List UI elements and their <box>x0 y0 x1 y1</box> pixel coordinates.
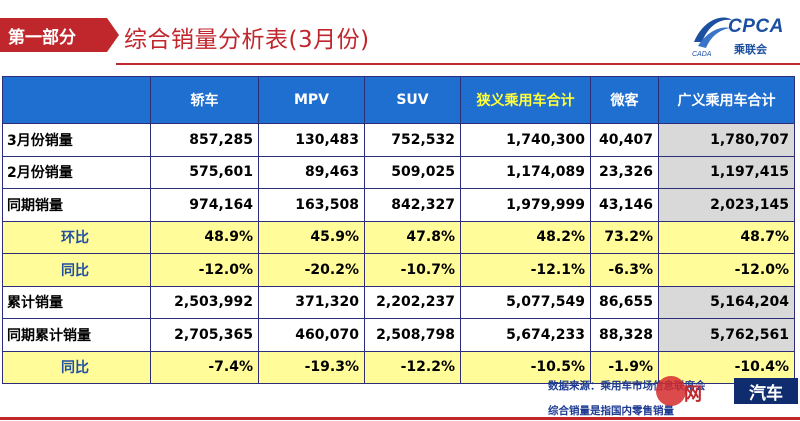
row-label: 2月份销量 <box>2 155 151 189</box>
table-cell: 73.2% <box>590 220 659 254</box>
table-cell: -20.2% <box>258 253 365 287</box>
row-label: 累计销量 <box>2 285 151 319</box>
column-header: 轿车 <box>150 76 259 124</box>
scope-note: 综合销量是指国内零售销量 <box>548 405 674 417</box>
row-label: 同期销量 <box>2 188 151 222</box>
table-cell: 48.2% <box>460 220 591 254</box>
table-cell: -10.4% <box>658 350 795 384</box>
table-cell: -7.4% <box>150 350 259 384</box>
footer-divider <box>0 417 800 420</box>
table-cell: -10.5% <box>460 350 591 384</box>
column-header: 狭义乘用车合计 <box>460 76 591 124</box>
watermark-logo: 网 汽车 <box>656 376 800 408</box>
table-row: 同期累计销量 2,705,365 460,070 2,508,798 5,674… <box>2 318 795 352</box>
table-cell: -12.0% <box>150 253 259 287</box>
table-cell: 45.9% <box>258 220 365 254</box>
table-cell: 1,780,707 <box>658 123 795 157</box>
table-row: 2月份销量 575,601 89,463 509,025 1,174,089 2… <box>2 155 795 189</box>
table-cell: 1,174,089 <box>460 155 591 189</box>
table-cell: 5,077,549 <box>460 285 591 319</box>
title-divider <box>116 63 800 65</box>
watermark-circle-icon <box>656 376 686 406</box>
table-cell: 86,655 <box>590 285 659 319</box>
table-cell: 43,146 <box>590 188 659 222</box>
table-cell: 509,025 <box>364 155 461 189</box>
table-cell: 23,326 <box>590 155 659 189</box>
table-cell: -12.1% <box>460 253 591 287</box>
logo-subtitle: 乘联会 <box>734 43 767 56</box>
row-label: 同比 <box>2 253 151 287</box>
table-cell: 371,320 <box>258 285 365 319</box>
table-cell: -19.3% <box>258 350 365 384</box>
table-cell: -1.9% <box>590 350 659 384</box>
table-cell: -12.0% <box>658 253 795 287</box>
table-cell: 48.7% <box>658 220 795 254</box>
row-label: 同期累计销量 <box>2 318 151 352</box>
table-cell: 752,532 <box>364 123 461 157</box>
table-row: 同比 -12.0% -20.2% -10.7% -12.1% -6.3% -12… <box>2 253 795 287</box>
table-cell: 2,508,798 <box>364 318 461 352</box>
table-row: 同期销量 974,164 163,508 842,327 1,979,999 4… <box>2 188 795 222</box>
table-cell: 48.9% <box>150 220 259 254</box>
table-cell: 40,407 <box>590 123 659 157</box>
watermark-text: 网 <box>684 384 702 405</box>
table-cell: 2,705,365 <box>150 318 259 352</box>
logo-mark-text: CADA <box>692 51 712 58</box>
table-cell: 575,601 <box>150 155 259 189</box>
table-cell: 163,508 <box>258 188 365 222</box>
table-cell: -12.2% <box>364 350 461 384</box>
table-cell: -6.3% <box>590 253 659 287</box>
table-cell: 130,483 <box>258 123 365 157</box>
table-cell: 2,202,237 <box>364 285 461 319</box>
sales-table: 轿车 MPV SUV 狭义乘用车合计 微客 广义乘用车合计 3月份销量 857,… <box>2 76 795 384</box>
table-row: 同比 -7.4% -19.3% -12.2% -10.5% -1.9% -10.… <box>2 350 795 384</box>
table-cell: 47.8% <box>364 220 461 254</box>
logo-name: CPCA <box>728 16 784 37</box>
table-cell: 5,762,561 <box>658 318 795 352</box>
table-cell: 5,164,204 <box>658 285 795 319</box>
table-cell: -10.7% <box>364 253 461 287</box>
column-header: 微客 <box>590 76 659 124</box>
table-cell: 5,674,233 <box>460 318 591 352</box>
table-cell: 460,070 <box>258 318 365 352</box>
table-cell: 89,463 <box>258 155 365 189</box>
table-row: 3月份销量 857,285 130,483 752,532 1,740,300 … <box>2 123 795 157</box>
table-header-row: 轿车 MPV SUV 狭义乘用车合计 微客 广义乘用车合计 <box>2 76 795 124</box>
row-label: 环比 <box>2 220 151 254</box>
table-cell: 2,503,992 <box>150 285 259 319</box>
table-cell: 1,979,999 <box>460 188 591 222</box>
table-cell: 1,197,415 <box>658 155 795 189</box>
table-cell: 842,327 <box>364 188 461 222</box>
row-label: 3月份销量 <box>2 123 151 157</box>
section-label: 第一部分 <box>8 27 76 48</box>
table-cell: 857,285 <box>150 123 259 157</box>
section-tag: 第一部分 <box>0 18 119 52</box>
table-cell: 2,023,145 <box>658 188 795 222</box>
cpca-swoosh-icon: CADA <box>692 17 732 58</box>
column-header <box>2 76 151 124</box>
table-row: 累计销量 2,503,992 371,320 2,202,237 5,077,5… <box>2 285 795 319</box>
table-cell: 88,328 <box>590 318 659 352</box>
row-label: 同比 <box>2 350 151 384</box>
table-cell: 1,740,300 <box>460 123 591 157</box>
table-row: 环比 48.9% 45.9% 47.8% 48.2% 73.2% 48.7% <box>2 220 795 254</box>
table-cell: 974,164 <box>150 188 259 222</box>
cpca-logo: CADA CPCA 乘联会 <box>690 10 796 60</box>
watermark-box: 汽车 <box>734 378 798 404</box>
page-title: 综合销量分析表(3月份) <box>124 27 370 53</box>
column-header: SUV <box>364 76 461 124</box>
column-header: MPV <box>258 76 365 124</box>
column-header: 广义乘用车合计 <box>658 76 795 124</box>
